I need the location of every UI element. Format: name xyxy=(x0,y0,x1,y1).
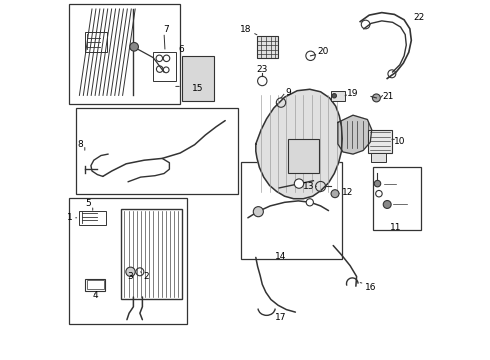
Circle shape xyxy=(306,199,314,206)
Text: 21: 21 xyxy=(383,92,394,101)
Text: 6: 6 xyxy=(178,45,184,54)
Text: 23: 23 xyxy=(257,65,268,74)
Text: 20: 20 xyxy=(317,47,328,56)
Text: 22: 22 xyxy=(414,13,425,22)
Bar xyxy=(373,167,421,230)
Bar xyxy=(153,52,176,81)
Bar xyxy=(85,32,107,52)
Text: 7: 7 xyxy=(164,25,170,34)
Text: 11: 11 xyxy=(391,223,402,232)
Text: 16: 16 xyxy=(365,283,376,292)
Text: 5: 5 xyxy=(86,199,91,208)
Circle shape xyxy=(126,267,135,276)
Bar xyxy=(121,209,182,299)
Circle shape xyxy=(331,190,339,198)
Circle shape xyxy=(332,94,337,98)
Bar xyxy=(85,279,105,291)
Bar xyxy=(79,211,106,225)
Circle shape xyxy=(383,201,391,208)
Text: 1: 1 xyxy=(67,213,73,222)
Bar xyxy=(371,153,386,162)
Text: 15: 15 xyxy=(193,84,204,93)
Text: 13: 13 xyxy=(303,182,315,191)
Bar xyxy=(182,56,215,101)
Text: 4: 4 xyxy=(92,292,98,300)
Bar xyxy=(69,4,180,104)
Circle shape xyxy=(374,180,381,187)
Circle shape xyxy=(130,42,139,51)
Text: 9: 9 xyxy=(285,89,291,98)
Text: 18: 18 xyxy=(240,25,251,34)
Bar xyxy=(257,36,278,58)
Bar xyxy=(69,198,187,324)
Polygon shape xyxy=(256,89,342,199)
Circle shape xyxy=(294,179,304,188)
Text: 3: 3 xyxy=(127,272,133,281)
Text: 10: 10 xyxy=(394,137,406,146)
Text: 8: 8 xyxy=(77,140,83,149)
Bar xyxy=(368,130,392,153)
Text: 14: 14 xyxy=(275,252,287,261)
Text: 17: 17 xyxy=(275,313,287,322)
Bar xyxy=(288,139,319,173)
Text: 2: 2 xyxy=(144,272,149,281)
Bar xyxy=(331,91,345,101)
Circle shape xyxy=(253,207,263,217)
Text: 19: 19 xyxy=(346,89,358,98)
Text: 12: 12 xyxy=(342,188,353,197)
Bar xyxy=(76,108,238,194)
Circle shape xyxy=(372,94,380,102)
Bar xyxy=(87,280,103,289)
Bar xyxy=(242,162,342,259)
Polygon shape xyxy=(338,115,372,154)
